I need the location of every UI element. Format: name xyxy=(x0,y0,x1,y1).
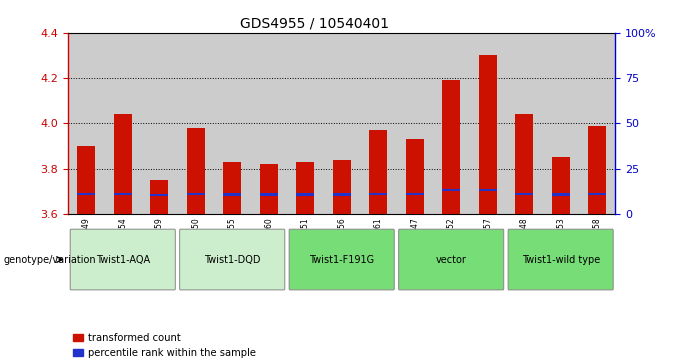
FancyBboxPatch shape xyxy=(180,229,285,290)
Bar xyxy=(260,193,278,196)
Bar xyxy=(150,180,169,214)
Bar xyxy=(396,33,433,214)
Bar xyxy=(405,139,424,214)
Bar xyxy=(515,193,533,195)
Bar xyxy=(287,33,324,214)
Bar xyxy=(105,33,141,214)
Bar xyxy=(324,33,360,214)
Legend: transformed count, percentile rank within the sample: transformed count, percentile rank withi… xyxy=(73,333,256,358)
Bar xyxy=(469,33,506,214)
Bar xyxy=(442,80,460,214)
Text: Twist1-wild type: Twist1-wild type xyxy=(522,254,600,265)
Text: vector: vector xyxy=(436,254,466,265)
Bar xyxy=(442,189,460,191)
Bar xyxy=(223,193,241,196)
Bar xyxy=(141,33,177,214)
Bar xyxy=(260,164,278,214)
Bar xyxy=(588,193,607,195)
Bar xyxy=(77,193,95,195)
Text: genotype/variation: genotype/variation xyxy=(3,254,96,265)
Bar xyxy=(369,130,388,214)
Bar xyxy=(579,33,615,214)
Bar xyxy=(150,194,169,196)
Bar xyxy=(214,33,250,214)
Bar xyxy=(177,33,214,214)
Bar xyxy=(77,146,95,214)
Bar xyxy=(296,193,314,196)
Text: Twist1-AQA: Twist1-AQA xyxy=(96,254,150,265)
Bar xyxy=(551,158,570,214)
Bar xyxy=(479,189,497,191)
Text: Twist1-DQD: Twist1-DQD xyxy=(204,254,260,265)
Bar xyxy=(223,162,241,214)
Bar xyxy=(114,193,132,195)
FancyBboxPatch shape xyxy=(508,229,613,290)
Bar xyxy=(250,33,287,214)
Text: Twist1-F191G: Twist1-F191G xyxy=(309,254,374,265)
Bar xyxy=(186,193,205,195)
FancyBboxPatch shape xyxy=(70,229,175,290)
Bar xyxy=(506,33,543,214)
Bar xyxy=(543,33,579,214)
Bar xyxy=(186,128,205,214)
FancyBboxPatch shape xyxy=(289,229,394,290)
FancyBboxPatch shape xyxy=(398,229,504,290)
Bar xyxy=(433,33,469,214)
Bar xyxy=(551,193,570,196)
Bar xyxy=(360,33,396,214)
Bar xyxy=(296,162,314,214)
Bar xyxy=(333,160,351,214)
Title: GDS4955 / 10540401: GDS4955 / 10540401 xyxy=(240,16,389,30)
Bar xyxy=(479,56,497,214)
Bar xyxy=(588,126,607,214)
Bar xyxy=(333,193,351,196)
Bar xyxy=(68,33,105,214)
Bar xyxy=(114,114,132,214)
Bar xyxy=(405,193,424,195)
Bar xyxy=(369,193,388,195)
Bar xyxy=(515,114,533,214)
